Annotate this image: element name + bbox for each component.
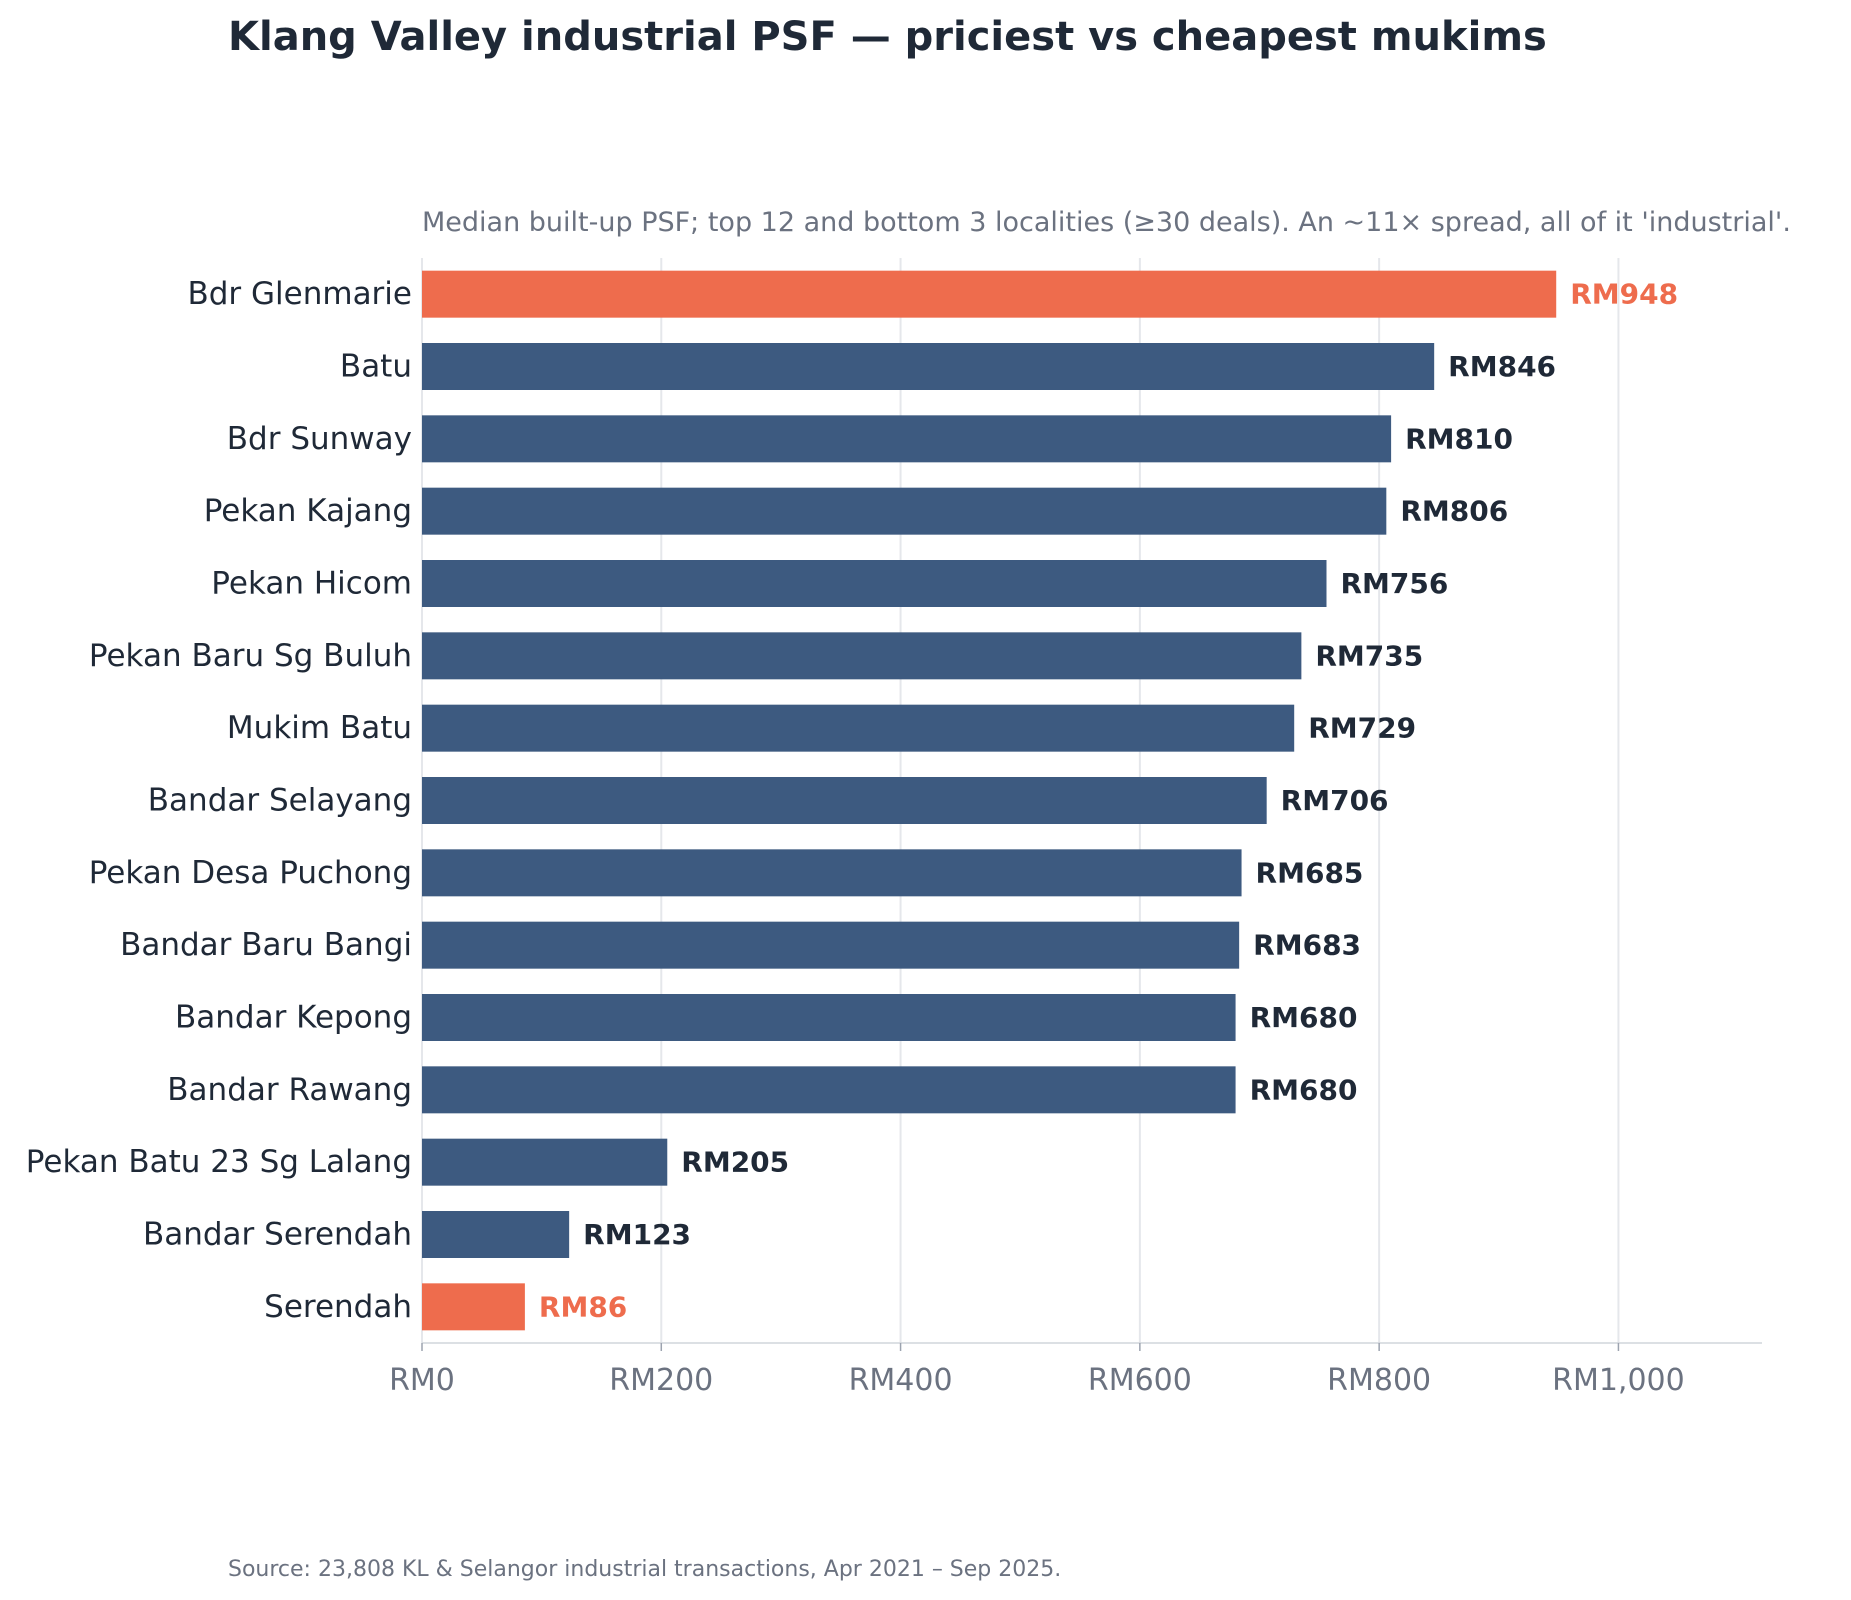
category-label-3: Pekan Kajang [204,493,412,529]
x-tick-label-4: RM800 [1327,1363,1431,1398]
category-label-2: Bdr Sunway [227,421,412,457]
category-label-6: Mukim Batu [227,710,412,746]
value-label-0: RM948 [1570,278,1678,311]
category-label-1: Batu [340,349,412,385]
bar-5 [422,632,1302,680]
value-label-4: RM756 [1341,567,1449,600]
value-label-11: RM680 [1250,1073,1358,1106]
bar-1 [422,343,1435,390]
x-tick-label-1: RM200 [609,1363,713,1398]
value-label-14: RM86 [539,1290,627,1323]
value-label-9: RM683 [1253,929,1361,962]
value-label-3: RM806 [1400,495,1508,528]
bar-9 [422,921,1240,969]
value-label-6: RM729 [1308,712,1416,745]
bar-4 [422,560,1327,607]
chart-title: Klang Valley industrial PSF — priciest v… [228,14,1547,60]
category-label-4: Pekan Hicom [211,566,412,602]
bar-3 [422,487,1387,535]
category-label-14: Serendah [264,1289,412,1325]
x-tick-label-5: RM1,000 [1552,1363,1685,1398]
value-label-8: RM685 [1256,856,1364,889]
category-label-11: Bandar Rawang [167,1072,412,1108]
bar-7 [422,777,1267,824]
category-label-8: Pekan Desa Puchong [89,855,412,891]
category-label-7: Bandar Selayang [148,783,412,819]
value-label-12: RM205 [681,1146,789,1179]
bar-11 [422,1066,1236,1114]
bar-12 [422,1138,668,1186]
bar-14 [422,1283,525,1331]
category-label-9: Bandar Baru Bangi [120,927,412,963]
x-tick-label-3: RM600 [1088,1363,1192,1398]
value-label-2: RM810 [1405,422,1513,455]
category-label-0: Bdr Glenmarie [187,276,412,312]
value-label-5: RM735 [1315,639,1423,672]
chart-subtitle: Median built-up PSF; top 12 and bottom 3… [422,207,1791,238]
bar-8 [422,849,1242,897]
value-label-13: RM123 [583,1218,691,1251]
category-label-5: Pekan Baru Sg Buluh [89,638,412,674]
bar-13 [422,1211,570,1258]
x-tick-label-0: RM0 [389,1363,455,1398]
value-label-7: RM706 [1281,784,1389,817]
source-note: Source: 23,808 KL & Selangor industrial … [228,1557,1062,1582]
bar-10 [422,994,1236,1041]
category-label-12: Pekan Batu 23 Sg Lalang [26,1144,412,1180]
x-tick-label-2: RM400 [849,1363,953,1398]
value-label-1: RM846 [1448,350,1556,383]
bar-2 [422,415,1392,463]
category-label-10: Bandar Kepong [175,1000,412,1036]
category-label-13: Bandar Serendah [143,1217,412,1253]
bar-6 [422,704,1295,752]
value-label-10: RM680 [1250,1001,1358,1034]
bar-0 [422,270,1557,318]
